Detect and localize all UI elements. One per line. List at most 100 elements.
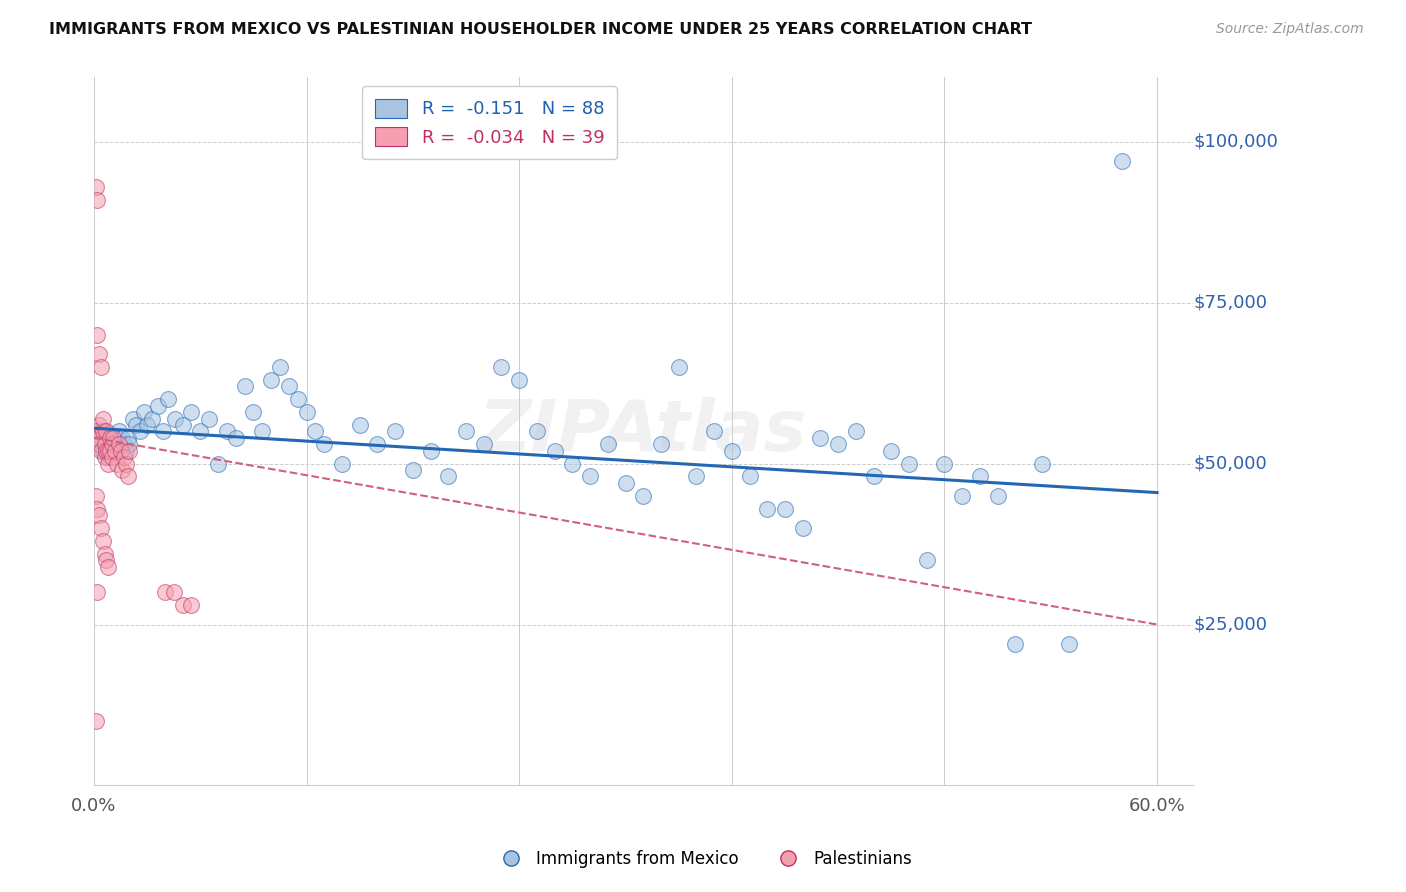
Point: [157, 392, 180, 407]
Point: [207, 457, 229, 471]
Point: [136, 417, 159, 432]
Point: [650, 437, 672, 451]
Point: [172, 417, 194, 432]
Point: [153, 585, 176, 599]
Point: [114, 443, 136, 458]
Point: [215, 425, 238, 439]
Point: [129, 425, 152, 439]
Text: $50,000: $50,000: [1194, 455, 1267, 473]
Point: [112, 437, 135, 451]
Point: [287, 392, 309, 407]
Point: [89, 417, 111, 432]
Point: [118, 443, 141, 458]
Point: [756, 501, 779, 516]
Point: [125, 417, 148, 432]
Point: [93, 437, 115, 451]
Point: [738, 469, 761, 483]
Point: [180, 599, 202, 613]
Point: [146, 399, 169, 413]
Point: [349, 417, 371, 432]
Point: [90, 521, 112, 535]
Point: [91, 411, 114, 425]
Point: [89, 437, 111, 451]
Point: [579, 469, 602, 483]
Point: [419, 443, 441, 458]
Point: [86, 193, 108, 207]
Point: [100, 450, 122, 465]
Legend: Immigrants from Mexico, Palestinians: Immigrants from Mexico, Palestinians: [488, 844, 918, 875]
Point: [543, 443, 565, 458]
Point: [97, 457, 120, 471]
Point: [472, 437, 495, 451]
Point: [508, 373, 530, 387]
Point: [96, 553, 118, 567]
Point: [84, 179, 107, 194]
Point: [91, 425, 114, 439]
Point: [110, 443, 132, 458]
Point: [1031, 457, 1053, 471]
Point: [100, 437, 122, 451]
Point: [110, 443, 132, 458]
Point: [402, 463, 425, 477]
Point: [100, 437, 122, 451]
Point: [314, 437, 336, 451]
Point: [685, 469, 707, 483]
Point: [93, 425, 115, 439]
Point: [86, 431, 108, 445]
Point: [111, 431, 134, 445]
Point: [111, 463, 134, 477]
Point: [86, 327, 108, 342]
Point: [103, 443, 125, 458]
Point: [526, 425, 548, 439]
Point: [631, 489, 654, 503]
Point: [304, 425, 326, 439]
Point: [84, 425, 107, 439]
Point: [242, 405, 264, 419]
Point: [91, 533, 114, 548]
Point: [114, 457, 136, 471]
Point: [437, 469, 460, 483]
Point: [90, 443, 112, 458]
Point: [165, 411, 187, 425]
Point: [188, 425, 211, 439]
Point: [132, 405, 155, 419]
Point: [117, 469, 139, 483]
Point: [277, 379, 299, 393]
Point: [141, 411, 163, 425]
Point: [934, 457, 956, 471]
Point: [97, 443, 120, 458]
Point: [104, 443, 127, 458]
Point: [98, 443, 121, 458]
Point: [86, 431, 108, 445]
Point: [84, 425, 107, 439]
Point: [561, 457, 583, 471]
Point: [596, 437, 619, 451]
Point: [845, 425, 868, 439]
Text: Source: ZipAtlas.com: Source: ZipAtlas.com: [1216, 22, 1364, 37]
Point: [233, 379, 256, 393]
Point: [118, 437, 141, 451]
Point: [91, 443, 114, 458]
Point: [773, 501, 796, 516]
Point: [103, 431, 125, 445]
Point: [252, 425, 274, 439]
Point: [90, 431, 112, 445]
Point: [89, 437, 111, 451]
Point: [84, 714, 107, 728]
Point: [792, 521, 814, 535]
Point: [384, 425, 406, 439]
Point: [950, 489, 973, 503]
Point: [969, 469, 991, 483]
Point: [96, 425, 118, 439]
Point: [180, 405, 202, 419]
Point: [198, 411, 221, 425]
Point: [86, 585, 108, 599]
Point: [880, 443, 903, 458]
Point: [107, 425, 129, 439]
Point: [703, 425, 725, 439]
Point: [105, 457, 128, 471]
Point: [1004, 637, 1026, 651]
Point: [96, 437, 118, 451]
Point: [112, 450, 135, 465]
Text: $75,000: $75,000: [1194, 293, 1268, 311]
